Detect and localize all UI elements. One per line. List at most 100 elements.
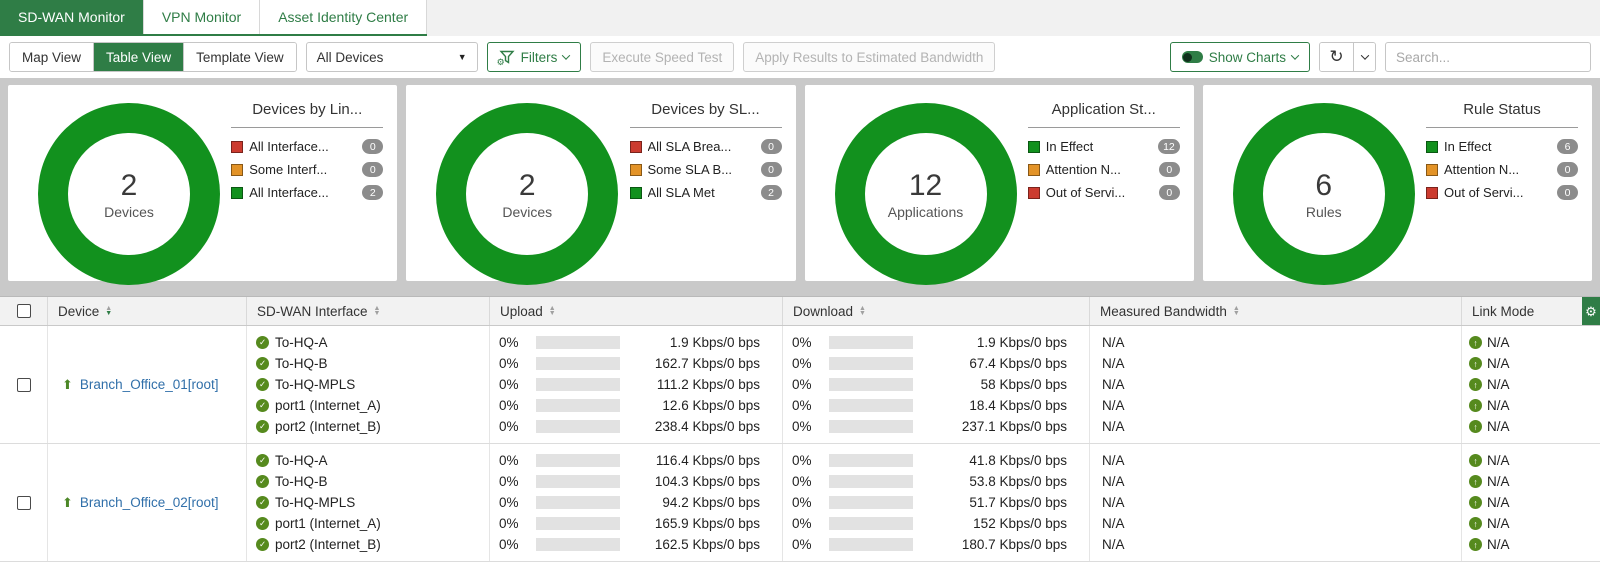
legend-item[interactable]: All SLA Met 2 <box>629 185 782 200</box>
device-cell: ⬆ Branch_Office_02[root] <box>48 444 247 561</box>
download-rate: 67.4 Kbps/0 bps <box>969 356 1067 371</box>
link-mode-cell: ↑ N/A ↑ N/A ↑ N/A ↑ N/A ↑ N/A <box>1462 444 1600 561</box>
legend-item[interactable]: All Interface... 0 <box>231 139 384 154</box>
device-up-arrow-icon: ⬆ <box>62 376 73 392</box>
filter-gear-icon: ⚙ <box>497 50 515 67</box>
column-settings-button[interactable]: ⚙ <box>1582 297 1600 325</box>
toggle-on-icon <box>1181 51 1203 63</box>
interface-name: port2 (Internet_B) <box>275 537 381 552</box>
interface-row: ✓ To-HQ-A <box>247 450 489 471</box>
device-link[interactable]: Branch_Office_01[root] <box>79 377 219 392</box>
legend-label: Attention N... <box>1045 162 1121 177</box>
download-row: 0% 180.7 Kbps/0 bps <box>783 534 1089 555</box>
download-percent: 0% <box>792 516 812 531</box>
upload-percent: 0% <box>499 453 519 468</box>
measured-bandwidth-value: N/A <box>1102 398 1125 413</box>
upload-rate: 116.4 Kbps/0 bps <box>655 453 760 468</box>
measured-bandwidth-value: N/A <box>1102 537 1125 552</box>
download-usage-bar <box>829 420 913 433</box>
download-row: 0% 1.9 Kbps/0 bps <box>783 332 1089 353</box>
execute-speed-test-button[interactable]: Execute Speed Test <box>590 42 735 72</box>
download-row: 0% 53.8 Kbps/0 bps <box>783 471 1089 492</box>
legend-item[interactable]: Some Interf... 0 <box>231 162 384 177</box>
legend-item[interactable]: Out of Servi... 0 <box>1027 185 1180 200</box>
upload-percent: 0% <box>499 516 519 531</box>
download-usage-bar <box>829 496 913 509</box>
search-input[interactable] <box>1385 42 1591 72</box>
filters-button[interactable]: ⚙ Filters <box>486 42 582 72</box>
legend-item[interactable]: All Interface... 2 <box>231 185 384 200</box>
interface-name: To-HQ-A <box>275 453 328 468</box>
refresh-split-button: ↻ <box>1319 42 1376 72</box>
download-percent: 0% <box>792 453 812 468</box>
legend-count-badge: 0 <box>1557 185 1578 200</box>
legend-item[interactable]: Some SLA B... 0 <box>629 162 782 177</box>
interface-row: ✓ To-HQ-A <box>247 332 489 353</box>
upload-row: 0% 94.2 Kbps/0 bps <box>490 492 782 513</box>
legend-item[interactable]: In Effect 12 <box>1027 139 1180 154</box>
tab-vpn-monitor[interactable]: VPN Monitor <box>143 0 261 34</box>
column-header-link-mode[interactable]: Link Mode ⚙ <box>1462 297 1600 325</box>
donut-center: 2 Devices <box>68 133 190 255</box>
sort-icon: ▲ ▼ <box>373 304 381 317</box>
upload-usage-bar <box>536 475 620 488</box>
tab-asset-identity-center[interactable]: Asset Identity Center <box>260 0 428 34</box>
status-up-check-icon: ✓ <box>256 475 269 488</box>
status-up-check-icon: ✓ <box>256 336 269 349</box>
link-mode-up-icon: ↑ <box>1469 378 1482 391</box>
chart-legend: Rule Status In Effect 6 Attention N... 0 Out … <box>1426 91 1578 275</box>
link-mode-up-icon: ↑ <box>1469 357 1482 370</box>
link-mode-row: ↑ N/A <box>1462 471 1600 492</box>
legend-swatch-icon <box>1426 140 1438 153</box>
download-usage-bar <box>829 517 913 530</box>
link-mode-up-icon: ↑ <box>1469 475 1482 488</box>
donut-center-value: 2 <box>120 168 138 202</box>
link-mode-up-icon: ↑ <box>1469 496 1482 509</box>
legend-count-badge: 6 <box>1557 139 1578 154</box>
upload-usage-bar <box>536 538 620 551</box>
apply-results-button[interactable]: Apply Results to Estimated Bandwidth <box>743 42 996 72</box>
status-up-check-icon: ✓ <box>256 454 269 467</box>
sort-icon: ▲ ▼ <box>1232 304 1240 317</box>
select-all-checkbox[interactable] <box>16 304 31 318</box>
interfaces-cell: ✓ To-HQ-A ✓ To-HQ-B ✓ To-HQ-MPLS ✓ port1 (Inter… <box>247 326 490 443</box>
legend-swatch-icon <box>629 140 642 153</box>
table-view-button[interactable]: Table View <box>94 43 185 71</box>
legend-count-badge: 2 <box>760 185 782 200</box>
column-header-device[interactable]: Device ▲ ▼ <box>48 297 247 325</box>
row-checkbox[interactable] <box>16 377 31 392</box>
show-charts-button[interactable]: Show Charts <box>1169 42 1310 72</box>
download-row: 0% 237.1 Kbps/0 bps <box>783 416 1089 437</box>
donut-center-label: Devices <box>104 203 154 220</box>
legend-item[interactable]: In Effect 6 <box>1426 139 1578 154</box>
refresh-button[interactable]: ↻ <box>1320 43 1353 71</box>
legend-label: Some Interf... <box>249 162 328 177</box>
upload-row: 0% 1.9 Kbps/0 bps <box>490 332 782 353</box>
measured-bandwidth-value: N/A <box>1102 474 1125 489</box>
chart-title: Devices by SL... <box>629 101 782 128</box>
interface-name: To-HQ-B <box>275 474 328 489</box>
tab-sd-wan-monitor[interactable]: SD-WAN Monitor <box>0 0 144 34</box>
upload-percent: 0% <box>499 335 519 350</box>
row-checkbox[interactable] <box>16 495 31 510</box>
device-filter-select[interactable]: All Devices ▼ <box>305 42 478 72</box>
column-header-download[interactable]: Download ▲ ▼ <box>783 297 1090 325</box>
select-all-cell <box>0 297 48 325</box>
column-header-upload[interactable]: Upload ▲ ▼ <box>490 297 783 325</box>
legend-item[interactable]: All SLA Brea... 0 <box>629 139 782 154</box>
legend-item[interactable]: Out of Servi... 0 <box>1426 185 1578 200</box>
device-link[interactable]: Branch_Office_02[root] <box>79 495 219 510</box>
refresh-dropdown-button[interactable] <box>1353 43 1375 71</box>
row-checkbox-cell <box>0 444 48 561</box>
legend-item[interactable]: Attention N... 0 <box>1027 162 1180 177</box>
download-rate: 53.8 Kbps/0 bps <box>969 474 1067 489</box>
download-percent: 0% <box>792 495 812 510</box>
interface-name: port1 (Internet_A) <box>275 516 381 531</box>
column-header-sdwan-interface[interactable]: SD-WAN Interface ▲ ▼ <box>247 297 490 325</box>
template-view-button[interactable]: Template View <box>184 43 296 71</box>
legend-count-badge: 0 <box>1158 185 1180 200</box>
map-view-button[interactable]: Map View <box>10 43 95 71</box>
upload-cell: 0% 1.9 Kbps/0 bps 0% 162.7 Kbps/0 bps 0% 111.… <box>490 326 783 443</box>
legend-item[interactable]: Attention N... 0 <box>1426 162 1578 177</box>
column-header-measured-bandwidth[interactable]: Measured Bandwidth ▲ ▼ <box>1090 297 1462 325</box>
